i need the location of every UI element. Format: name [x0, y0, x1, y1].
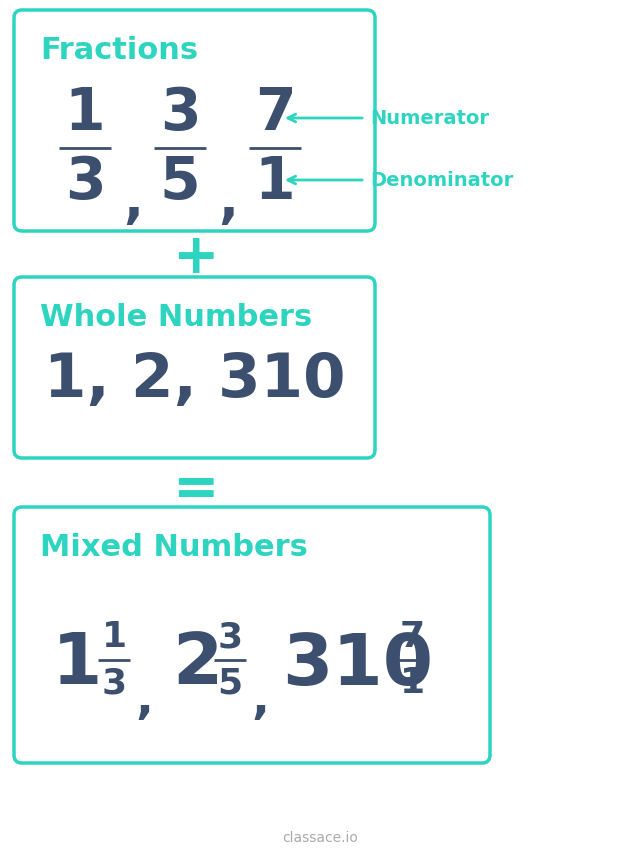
- Text: +: +: [172, 231, 218, 285]
- Text: 3: 3: [218, 620, 243, 654]
- Text: ,: ,: [123, 176, 143, 228]
- Text: 3: 3: [160, 85, 200, 142]
- Text: Mixed Numbers: Mixed Numbers: [40, 533, 308, 562]
- FancyBboxPatch shape: [14, 507, 490, 763]
- Text: 7: 7: [399, 620, 424, 654]
- Text: 2: 2: [172, 630, 222, 699]
- Text: ,: ,: [251, 678, 269, 723]
- Text: 3: 3: [101, 666, 127, 700]
- Text: =: =: [172, 463, 218, 517]
- Text: 3: 3: [65, 154, 106, 211]
- Text: 1: 1: [399, 666, 424, 700]
- Text: Numerator: Numerator: [370, 108, 489, 127]
- Text: Denominator: Denominator: [370, 170, 513, 189]
- Text: ,: ,: [135, 678, 153, 723]
- Text: 1: 1: [65, 85, 106, 142]
- Text: ,: ,: [218, 176, 238, 228]
- Text: 1, 2, 310: 1, 2, 310: [44, 351, 346, 409]
- Text: 1: 1: [101, 620, 127, 654]
- Text: 310: 310: [282, 630, 433, 699]
- Text: 5: 5: [218, 666, 243, 700]
- Text: 7: 7: [255, 85, 295, 142]
- FancyBboxPatch shape: [14, 277, 375, 458]
- FancyBboxPatch shape: [14, 10, 375, 231]
- Text: classace.io: classace.io: [282, 831, 358, 845]
- Text: 1: 1: [52, 630, 102, 699]
- Text: Fractions: Fractions: [40, 36, 198, 65]
- Text: Whole Numbers: Whole Numbers: [40, 303, 312, 332]
- Text: 1: 1: [255, 154, 295, 211]
- Text: 5: 5: [159, 154, 200, 211]
